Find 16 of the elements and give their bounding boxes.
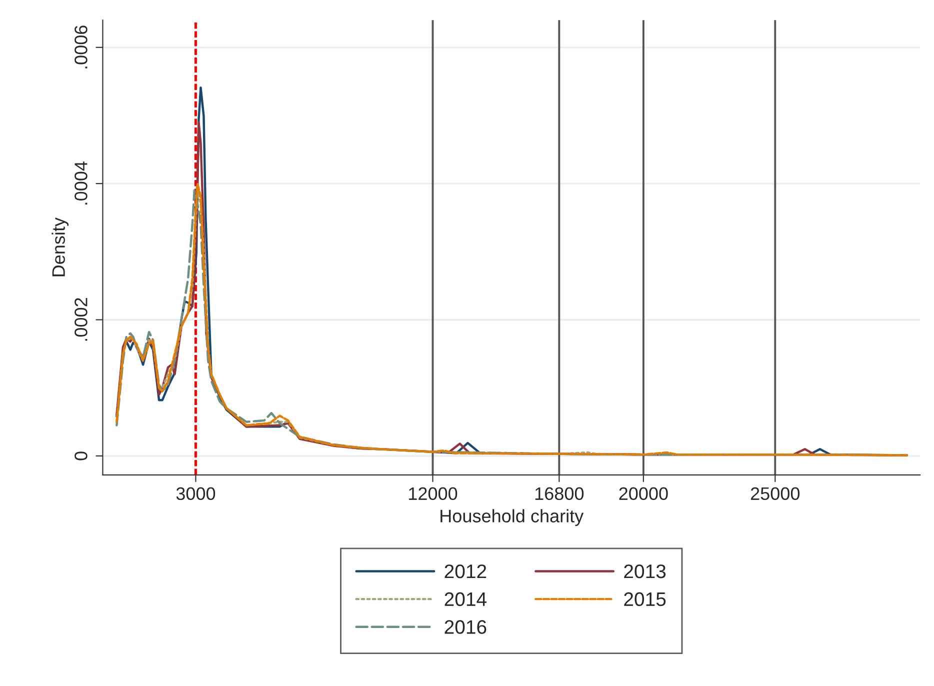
- y-tick-label: .0004: [74, 162, 88, 205]
- legend-label: 2013: [624, 564, 666, 578]
- y-axis-title: Density: [52, 218, 69, 276]
- x-tick-label: 25000: [750, 487, 800, 500]
- legend-label: 2012: [444, 564, 486, 578]
- y-tick-label: 0: [74, 452, 88, 460]
- y-tick-label: .0002: [74, 298, 88, 341]
- legend-label: 2015: [624, 592, 666, 606]
- y-tick-label: .0006: [74, 26, 88, 68]
- legend-label: 2014: [444, 592, 486, 606]
- x-tick-label: 12000: [409, 487, 458, 500]
- x-tick-label: 3000: [176, 487, 216, 500]
- x-axis-title: Household charity: [440, 509, 584, 526]
- x-tick-label: 16800: [535, 487, 584, 500]
- legend-label: 2016: [444, 620, 486, 634]
- x-tick-label: 20000: [619, 487, 668, 500]
